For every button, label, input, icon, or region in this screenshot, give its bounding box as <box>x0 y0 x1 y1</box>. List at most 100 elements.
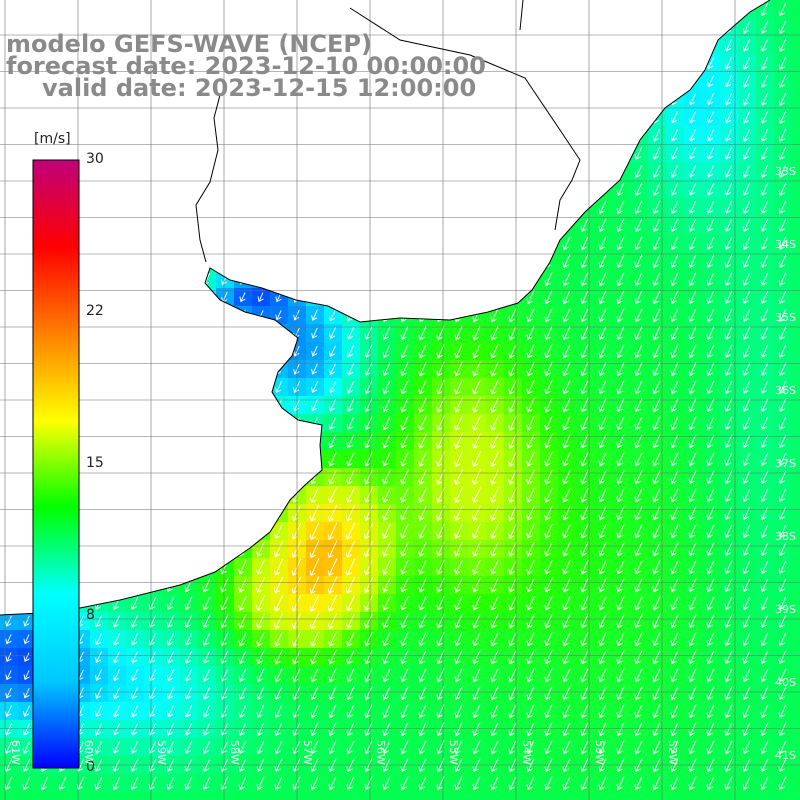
wind-cell <box>252 792 271 800</box>
wind-arrow <box>706 668 715 683</box>
wind-arrow <box>760 632 769 647</box>
wind-arrow <box>616 578 625 593</box>
wind-arrow <box>742 416 751 430</box>
wind-arrow <box>562 416 571 431</box>
wind-arrow <box>256 686 265 700</box>
wind-cell <box>792 486 800 505</box>
wind-cell <box>738 792 757 800</box>
wind-arrow <box>580 686 589 701</box>
wind-arrow <box>400 362 409 377</box>
wind-arrow <box>580 578 589 593</box>
wind-arrow <box>688 740 697 755</box>
wind-arrow <box>742 542 751 556</box>
wind-arrow <box>724 254 733 268</box>
wind-cell <box>792 252 800 271</box>
wind-arrow <box>724 542 733 557</box>
wind-arrow <box>544 469 553 485</box>
wind-arrow <box>742 578 751 593</box>
wind-arrow <box>256 722 265 736</box>
wind-arrow <box>562 236 571 251</box>
wind-arrow <box>418 668 427 683</box>
wind-arrow <box>634 290 643 305</box>
wind-arrow <box>616 596 625 611</box>
wind-arrow <box>778 398 787 412</box>
wind-arrow <box>346 451 355 467</box>
wind-arrow <box>742 236 751 250</box>
wind-arrow <box>508 415 517 431</box>
wind-arrow <box>418 541 427 557</box>
lat-label: 38S <box>775 530 796 543</box>
lon-label: 54W <box>520 740 533 765</box>
wind-arrow <box>508 379 517 395</box>
wind-cell <box>648 792 667 800</box>
wind-arrow <box>652 254 661 269</box>
wind-arrow <box>472 523 481 539</box>
wind-arrow <box>400 398 409 413</box>
colorbar-tick: 15 <box>86 455 104 471</box>
wind-arrow <box>544 523 553 539</box>
wind-arrow <box>23 705 30 717</box>
wind-arrow <box>202 704 211 718</box>
wind-arrow <box>472 650 481 665</box>
wind-arrow <box>310 740 319 755</box>
wind-arrow <box>634 398 643 413</box>
wind-cell <box>792 324 800 343</box>
wind-arrow <box>760 56 769 70</box>
wind-arrow <box>544 362 553 377</box>
wind-arrow <box>616 416 625 431</box>
wind-arrow <box>688 776 697 791</box>
wind-arrow <box>706 362 715 377</box>
wind-arrow <box>508 577 517 593</box>
wind-arrow <box>652 470 661 485</box>
wind-arrow <box>580 542 589 557</box>
wind-cell <box>792 432 800 451</box>
wind-arrow <box>670 668 679 683</box>
wind-arrow <box>346 487 355 504</box>
wind-cell <box>216 792 235 800</box>
wind-arrow <box>166 705 175 718</box>
wind-arrow <box>742 362 751 376</box>
wind-arrow <box>634 200 643 214</box>
wind-arrow <box>256 541 265 557</box>
wind-arrow <box>23 670 30 681</box>
wind-arrow <box>472 415 481 432</box>
wind-arrow <box>652 236 661 251</box>
wind-arrow <box>778 542 787 556</box>
wind-arrow <box>418 397 427 413</box>
wind-arrow <box>580 344 589 359</box>
wind-arrow <box>327 594 338 612</box>
wind-arrow <box>5 670 12 681</box>
wind-arrow <box>742 650 751 665</box>
wind-arrow <box>418 559 427 575</box>
wind-arrow <box>724 596 733 611</box>
wind-arrow <box>706 614 715 629</box>
wind-arrow <box>742 146 751 160</box>
wind-arrow <box>688 147 697 160</box>
wind-arrow <box>616 344 625 359</box>
wind-arrow <box>275 381 282 394</box>
wind-arrow <box>327 576 338 594</box>
wind-arrow <box>688 470 697 485</box>
wind-arrow <box>490 451 499 468</box>
wind-arrow <box>688 344 697 359</box>
wind-arrow <box>454 326 463 341</box>
wind-arrow <box>652 380 661 395</box>
wind-arrow <box>634 506 643 521</box>
wind-arrow <box>634 524 643 539</box>
wind-arrow <box>400 668 409 683</box>
wind-arrow <box>400 559 409 575</box>
wind-arrow <box>382 722 391 737</box>
wind-arrow <box>454 523 463 539</box>
wind-arrow <box>490 469 499 486</box>
wind-arrow <box>364 380 373 394</box>
wind-arrow <box>724 75 733 88</box>
wind-arrow <box>238 613 247 629</box>
wind-arrow <box>742 506 751 520</box>
wind-arrow <box>309 540 320 559</box>
wind-arrow <box>202 776 211 790</box>
wind-arrow <box>130 632 139 646</box>
wind-arrow <box>742 722 751 737</box>
wind-arrow <box>688 506 697 521</box>
wind-arrow <box>652 146 661 160</box>
